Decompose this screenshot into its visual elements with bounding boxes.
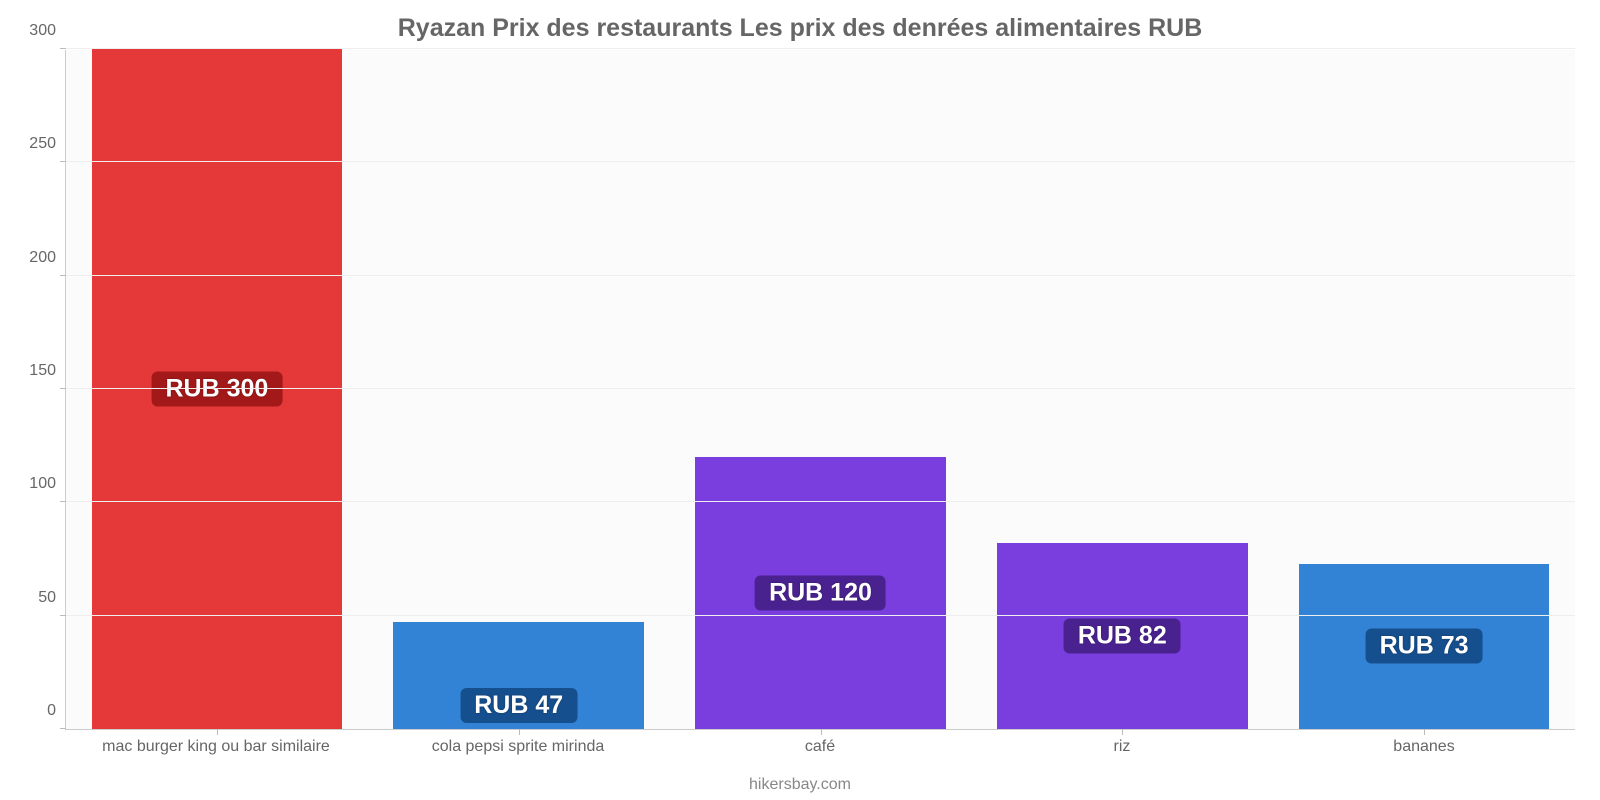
value-label: RUB 47 xyxy=(460,688,577,723)
x-axis-labels: mac burger king ou bar similairecola pep… xyxy=(65,732,1575,756)
y-tick-mark xyxy=(60,275,66,276)
bar: RUB 82 xyxy=(997,543,1247,729)
value-label: RUB 120 xyxy=(755,576,886,611)
grid-line xyxy=(66,615,1575,616)
bar-slot: RUB 120 xyxy=(670,50,972,729)
y-tick-label: 300 xyxy=(29,22,66,40)
bars-container: RUB 300 RUB 47 RUB 120 RUB 82 RUB 73 xyxy=(66,50,1575,729)
bar: RUB 47 xyxy=(393,622,643,729)
chart-title: Ryazan Prix des restaurants Les prix des… xyxy=(0,0,1600,49)
y-tick-mark xyxy=(60,615,66,616)
y-tick-mark xyxy=(60,48,66,49)
bar: RUB 300 xyxy=(92,49,342,729)
bar: RUB 73 xyxy=(1299,564,1549,729)
value-label: RUB 300 xyxy=(151,372,282,407)
bar-slot: RUB 47 xyxy=(368,50,670,729)
bar: RUB 120 xyxy=(695,457,945,729)
x-tick-label: bananes xyxy=(1273,732,1575,756)
bar-slot: RUB 73 xyxy=(1273,50,1575,729)
y-tick-label: 100 xyxy=(29,475,66,493)
y-tick-label: 250 xyxy=(29,135,66,153)
grid-line xyxy=(66,48,1575,49)
x-tick-label: mac burger king ou bar similaire xyxy=(65,732,367,756)
y-tick-mark xyxy=(60,501,66,502)
grid-line xyxy=(66,275,1575,276)
y-tick-mark xyxy=(60,388,66,389)
y-tick-label: 150 xyxy=(29,362,66,380)
bar-slot: RUB 82 xyxy=(971,50,1273,729)
plot-area: RUB 300RUB 47RUB 120RUB 82RUB 73 0501001… xyxy=(65,50,1575,730)
x-tick-label: café xyxy=(669,732,971,756)
value-label: RUB 82 xyxy=(1064,619,1181,654)
attribution-text: hikersbay.com xyxy=(0,776,1600,794)
y-tick-label: 50 xyxy=(38,589,66,607)
y-tick-mark xyxy=(60,728,66,729)
price-bar-chart: Ryazan Prix des restaurants Les prix des… xyxy=(0,0,1600,800)
y-tick-mark xyxy=(60,161,66,162)
bar-slot: RUB 300 xyxy=(66,50,368,729)
x-tick-label: cola pepsi sprite mirinda xyxy=(367,732,669,756)
value-label: RUB 73 xyxy=(1366,629,1483,664)
grid-line xyxy=(66,161,1575,162)
y-tick-label: 200 xyxy=(29,249,66,267)
x-tick-label: riz xyxy=(971,732,1273,756)
grid-line xyxy=(66,388,1575,389)
grid-line xyxy=(66,501,1575,502)
y-tick-label: 0 xyxy=(47,702,66,720)
